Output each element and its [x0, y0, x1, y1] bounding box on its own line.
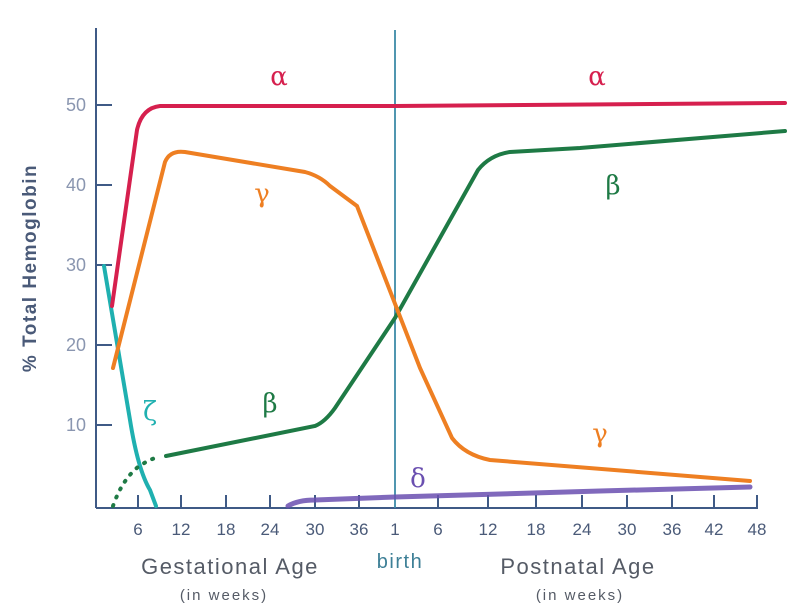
x-tick-label: 6	[433, 520, 442, 539]
gamma-label: γ	[592, 419, 608, 449]
x-tick-label: 36	[350, 520, 369, 539]
alpha-label: α	[270, 62, 288, 92]
delta-label: δ	[410, 464, 426, 494]
x-tick-label: 18	[527, 520, 546, 539]
x-axis-subtitle-gestational: (in weeks)	[180, 587, 268, 604]
x-tick-label: 18	[217, 520, 236, 539]
zeta-label: ζ	[143, 397, 157, 427]
x-tick-label: 30	[306, 520, 325, 539]
x-tick-labels-gestational: 6 12 18 24 30 36	[133, 520, 368, 539]
alpha-curve	[110, 101, 787, 308]
x-tick-label: 42	[705, 520, 724, 539]
delta-curve	[285, 484, 753, 509]
x-axis-title-gestational: Gestational Age	[141, 554, 319, 579]
x-tick-label: 36	[663, 520, 682, 539]
gamma-label: γ	[254, 179, 270, 209]
x-tick-label: 12	[172, 520, 191, 539]
y-tick-label: 10	[66, 415, 86, 435]
y-tick-label: 20	[66, 335, 86, 355]
x-tick-label: 12	[479, 520, 498, 539]
x-axis-title-postnatal: Postnatal Age	[500, 554, 655, 579]
x-tick-label: 24	[573, 520, 592, 539]
x-tick-label: 30	[618, 520, 637, 539]
beta-curve	[164, 129, 787, 458]
beta-label: β	[605, 171, 620, 201]
alpha-label: α	[588, 62, 606, 92]
gamma-curve	[111, 149, 752, 483]
y-tick-label: 50	[66, 95, 86, 115]
x-tick-label: 1	[390, 520, 399, 539]
beta-label: β	[262, 389, 277, 419]
beta-dotted-curve	[111, 455, 160, 508]
y-tick-label: 40	[66, 175, 86, 195]
y-axis-title: % Total Hemoglobin	[20, 164, 41, 372]
y-tick-label: 30	[66, 255, 86, 275]
x-axis-subtitle-postnatal: (in weeks)	[536, 587, 624, 604]
x-tick-label: 24	[261, 520, 280, 539]
x-tick-label: 48	[748, 520, 767, 539]
x-ticks	[137, 495, 758, 508]
y-tick-labels: 50 40 30 20 10	[66, 95, 86, 435]
birth-label: birth	[377, 551, 423, 573]
x-tick-labels-postnatal: 1 6 12 18 24 30 36 42 48	[390, 520, 766, 539]
x-tick-label: 6	[133, 520, 142, 539]
zeta-curve	[102, 264, 158, 508]
